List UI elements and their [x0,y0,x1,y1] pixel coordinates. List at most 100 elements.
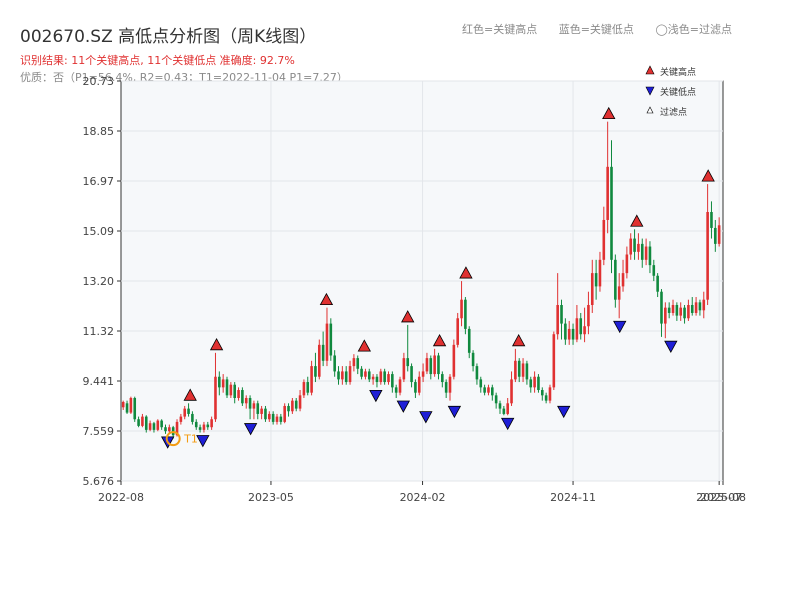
candle-body [421,371,425,377]
candle-body [279,416,283,422]
y-tick-label: 11.32 [83,325,115,338]
candle-body [260,408,263,414]
candle-body [252,403,256,409]
y-tick-label: 16.97 [83,175,115,188]
candle-body [560,304,563,324]
candle-body [198,427,202,430]
candles [121,121,721,439]
candle-body [175,421,179,436]
result-summary: 识别结果: 11个关键高点, 11个关键低点 准确度: 92.7% [20,54,295,67]
candle-body [164,427,167,432]
candle-body [460,299,463,319]
candle-body [456,318,460,345]
candle-body [617,286,621,300]
candle-body [614,259,617,300]
legend-filtered-label: 过滤点 [660,106,687,118]
candle-body [148,423,152,430]
candle-body [444,382,448,393]
candle-body [502,408,506,414]
candle-body [202,424,206,430]
candle-body [187,408,190,414]
key-high-marker [183,388,197,401]
candle-body [475,366,479,380]
candle-body [179,416,183,422]
legend-high-marker [645,65,655,75]
candle-body [437,355,440,375]
candle-body [168,427,171,432]
candle-body [640,243,644,260]
candle-body [337,371,340,380]
candle-body [494,395,498,404]
candle-body [710,211,713,228]
candle-body [433,355,436,375]
candle-body [590,273,594,305]
candle-body [387,374,390,383]
candle-body [525,363,529,380]
grid-lines [121,80,723,482]
candle-body [233,384,236,398]
candle-body [244,397,248,404]
y-tick-label: 18.85 [83,125,115,138]
candle-body [191,413,194,422]
chart-title: 002670.SZ 高低点分析图（周K线图） [20,27,317,47]
candle-body [344,371,348,383]
candle-body [229,384,233,396]
candle-body [283,405,286,422]
legend-filtered-marker [646,106,654,114]
candle-body [717,225,721,244]
candle-body [137,419,140,426]
candle-body [464,299,467,329]
candle-body [360,368,363,377]
key-low-marker [613,320,627,334]
candle-body [210,419,213,428]
candle-body [225,379,229,396]
candle-body [506,403,509,414]
key-low-marker [243,423,258,436]
candle-body [341,371,344,380]
candle-body [371,376,375,380]
candle-body [129,397,133,413]
y-tick-label: 20.73 [83,75,115,88]
y-tick-label: 5.676 [83,475,115,488]
candle-body [544,395,548,401]
candle-body [483,387,486,393]
candle-body [521,363,525,377]
candle-body [467,328,471,353]
markers: T1 [161,106,715,449]
candle-body [702,299,706,311]
key-high-marker [602,106,616,120]
candle-body [540,390,544,396]
y-tick-label: 9.441 [83,375,115,388]
key-low-marker [664,340,678,354]
candle-body [375,376,379,383]
y-tick-label: 7.559 [83,425,115,438]
candle-body [671,304,675,313]
x-tick-label: 2024-02 [400,491,446,504]
candle-body [487,387,490,393]
key-high-marker [701,169,715,182]
candle-body [425,358,429,372]
candle-body [248,397,252,409]
candle-body [264,408,267,420]
legend-red-text: 红色=关键高点 [462,23,538,36]
candle-body [452,344,456,377]
candle-body [144,416,148,430]
candle-body [698,302,702,311]
candle-body [314,366,317,377]
candle-body [306,382,310,393]
candle-body [510,379,513,404]
key-high-marker [357,339,372,352]
key-high-marker [209,337,224,351]
legend-high-label: 关键高点 [660,66,696,78]
candle-body [683,307,686,319]
candle-body [564,323,567,340]
candle-body [348,366,352,383]
candle-body [275,416,279,422]
candle-body [679,307,683,316]
candle-body [133,397,137,420]
candle-body [629,238,633,255]
candle-body [514,360,517,380]
candle-body [594,273,598,287]
candle-body [391,374,394,388]
candle-body [125,403,129,413]
